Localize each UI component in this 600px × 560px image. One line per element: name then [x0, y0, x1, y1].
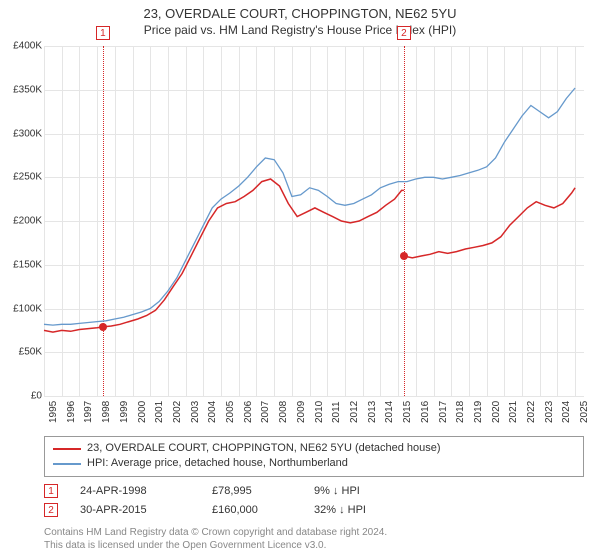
x-axis-label: 1997	[83, 401, 94, 423]
y-axis-label: £300K	[4, 128, 42, 139]
legend-row: 23, OVERDALE COURT, CHOPPINGTON, NE62 5Y…	[53, 441, 575, 456]
x-axis-label: 2025	[579, 401, 590, 423]
sale-price: £78,995	[212, 482, 292, 501]
sale-row-marker: 2	[44, 503, 58, 517]
x-axis-label: 2013	[367, 401, 378, 423]
x-axis-label: 2004	[207, 401, 218, 423]
y-axis-label: £0	[4, 391, 42, 402]
attribution-text: Contains HM Land Registry data © Crown c…	[44, 526, 387, 552]
sales-table: 1 24-APR-1998 £78,995 9% ↓ HPI 2 30-APR-2015 £…	[44, 482, 366, 519]
x-axis-label: 2018	[455, 401, 466, 423]
x-axis-label: 2012	[349, 401, 360, 423]
y-axis-label: £400K	[4, 41, 42, 52]
gridline-h	[44, 396, 584, 397]
y-axis-label: £100K	[4, 303, 42, 314]
sale-price: £160,000	[212, 501, 292, 520]
y-axis-label: £50K	[4, 347, 42, 358]
x-axis-label: 2022	[526, 401, 537, 423]
x-axis-label: 2016	[420, 401, 431, 423]
legend-swatch	[53, 463, 81, 465]
sale-date: 30-APR-2015	[80, 501, 190, 520]
x-axis-label: 2001	[154, 401, 165, 423]
y-axis-label: £150K	[4, 259, 42, 270]
x-axis-label: 2021	[508, 401, 519, 423]
sale-diff: 9% ↓ HPI	[314, 482, 360, 501]
x-axis-label: 2017	[438, 401, 449, 423]
chart-title: 23, OVERDALE COURT, CHOPPINGTON, NE62 5Y…	[0, 0, 600, 23]
legend-row: HPI: Average price, detached house, Nort…	[53, 456, 575, 471]
legend-label: 23, OVERDALE COURT, CHOPPINGTON, NE62 5Y…	[87, 441, 441, 456]
sale-row: 2 30-APR-2015 £160,000 32% ↓ HPI	[44, 501, 366, 520]
y-axis-label: £200K	[4, 216, 42, 227]
x-axis-label: 2003	[190, 401, 201, 423]
x-axis-label: 1996	[66, 401, 77, 423]
legend-box: 23, OVERDALE COURT, CHOPPINGTON, NE62 5Y…	[44, 436, 584, 477]
x-axis-label: 2023	[544, 401, 555, 423]
sale-marker-box: 2	[397, 26, 411, 40]
attribution-line-1: Contains HM Land Registry data © Crown c…	[44, 526, 387, 539]
x-axis-label: 2024	[561, 401, 572, 423]
chart-container: 23, OVERDALE COURT, CHOPPINGTON, NE62 5Y…	[0, 0, 600, 560]
y-axis-label: £350K	[4, 84, 42, 95]
series-hpi	[44, 88, 575, 325]
x-axis-label: 2010	[314, 401, 325, 423]
x-axis-label: 2019	[473, 401, 484, 423]
x-axis-label: 1995	[48, 401, 59, 423]
x-axis-label: 2000	[137, 401, 148, 423]
y-axis-label: £250K	[4, 172, 42, 183]
x-axis-label: 2015	[402, 401, 413, 423]
x-axis-label: 1998	[101, 401, 112, 423]
x-axis-label: 2007	[260, 401, 271, 423]
series-property	[404, 188, 575, 258]
x-axis-label: 1999	[119, 401, 130, 423]
legend-label: HPI: Average price, detached house, Nort…	[87, 456, 348, 471]
x-axis-label: 2009	[296, 401, 307, 423]
series-property	[44, 179, 404, 332]
x-axis-label: 2008	[278, 401, 289, 423]
x-axis-label: 2005	[225, 401, 236, 423]
chart-plot-area: £0£50K£100K£150K£200K£250K£300K£350K£400…	[44, 46, 584, 396]
x-axis-label: 2020	[491, 401, 502, 423]
sale-date: 24-APR-1998	[80, 482, 190, 501]
x-axis-label: 2011	[331, 401, 342, 423]
line-series-layer	[44, 46, 584, 396]
attribution-line-2: This data is licensed under the Open Gov…	[44, 539, 387, 552]
sale-row-marker: 1	[44, 484, 58, 498]
sale-marker-box: 1	[96, 26, 110, 40]
legend-swatch	[53, 448, 81, 450]
x-axis-label: 2014	[384, 401, 395, 423]
sale-diff: 32% ↓ HPI	[314, 501, 366, 520]
x-axis-label: 2006	[243, 401, 254, 423]
sale-row: 1 24-APR-1998 £78,995 9% ↓ HPI	[44, 482, 366, 501]
x-axis-label: 2002	[172, 401, 183, 423]
chart-subtitle: Price paid vs. HM Land Registry's House …	[0, 23, 600, 41]
